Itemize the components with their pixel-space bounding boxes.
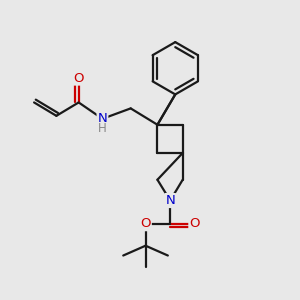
Text: O: O — [140, 217, 151, 230]
Text: N: N — [165, 194, 175, 207]
Text: O: O — [189, 217, 200, 230]
Text: N: N — [98, 112, 107, 125]
Text: H: H — [98, 122, 107, 135]
Text: O: O — [74, 72, 84, 85]
